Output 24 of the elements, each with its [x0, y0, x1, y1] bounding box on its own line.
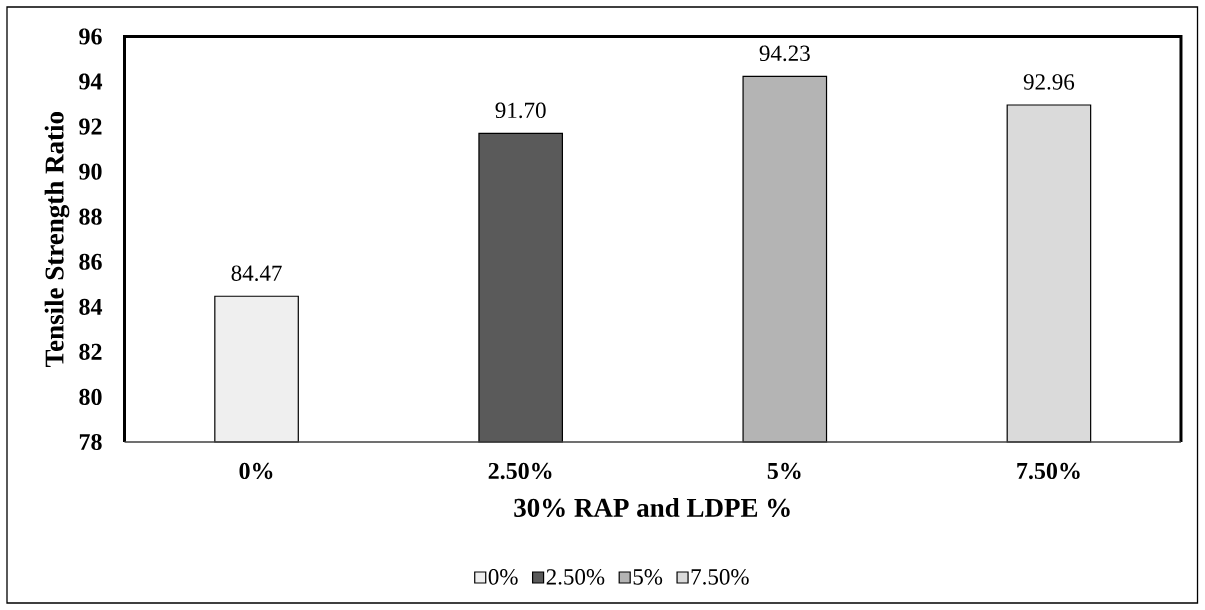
x-tick-label: 7.50% [1017, 462, 1080, 480]
x-tick-label: 0% [239, 462, 273, 480]
y-tick-label: 86 [79, 253, 102, 270]
legend-label: 0% [488, 569, 518, 585]
data-label: 92.96 [1023, 74, 1075, 90]
y-tick-label: 88 [79, 208, 102, 225]
x-tick-label: 2.50% [488, 462, 552, 480]
y-axis-title: Tensile Strength Ratio [44, 112, 70, 368]
legend-label: 7.50% [691, 569, 749, 585]
y-tick-label: 78 [79, 433, 102, 451]
legend-label: 5% [633, 569, 663, 585]
y-tick-label: 84 [79, 298, 103, 315]
y-tick-label: 80 [79, 388, 102, 406]
data-label: 91.70 [495, 102, 546, 119]
y-tick-label: 82 [79, 343, 102, 360]
data-label: 94.23 [759, 45, 810, 62]
y-tick-label: 92 [79, 118, 102, 135]
x-tick-label: 5% [767, 462, 801, 480]
x-axis-title: 30% RAP and LDPE % [514, 497, 790, 518]
y-tick-label: 94 [79, 73, 103, 90]
y-tick-label: 96 [79, 28, 102, 45]
y-tick-label: 90 [79, 163, 102, 180]
data-label: 84.47 [231, 265, 282, 282]
legend-label: 2.50% [546, 569, 605, 585]
